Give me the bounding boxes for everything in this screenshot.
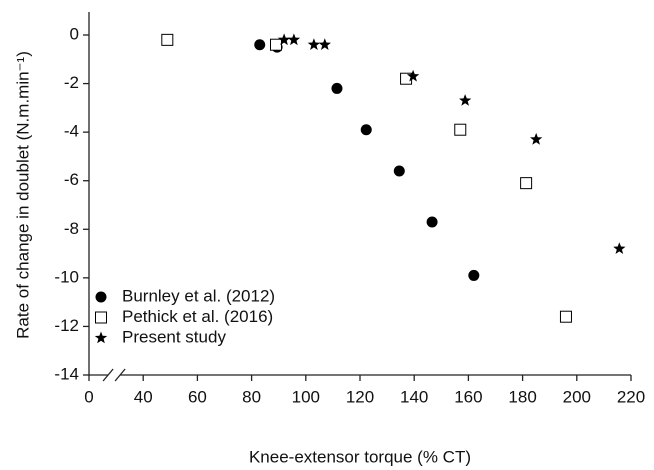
legend-marker xyxy=(95,311,107,324)
point xyxy=(161,33,174,46)
y-tick-label: -12 xyxy=(54,316,79,335)
x-axis-label: Knee-extensor torque (% CT) xyxy=(249,447,471,466)
y-tick-label: -8 xyxy=(64,219,79,238)
point xyxy=(468,269,480,281)
y-tick-label: -14 xyxy=(54,364,79,383)
point xyxy=(277,33,291,46)
y-tick-label: -4 xyxy=(64,122,79,141)
point xyxy=(559,310,572,323)
point xyxy=(331,82,343,94)
x-tick-label: 220 xyxy=(617,387,645,406)
x-tick-label: 200 xyxy=(563,387,591,406)
point xyxy=(254,39,266,51)
point xyxy=(520,177,533,190)
point xyxy=(360,124,372,136)
x-tick-label: 120 xyxy=(346,387,374,406)
x-tick-label: 140 xyxy=(400,387,428,406)
point xyxy=(454,123,467,136)
y-tick-label: 0 xyxy=(70,24,79,43)
legend-marker xyxy=(95,291,107,303)
y-tick-label: -2 xyxy=(64,73,79,92)
y-tick-label: -10 xyxy=(54,267,79,286)
axis-break xyxy=(114,368,126,382)
point xyxy=(287,33,301,46)
x-tick-label: 100 xyxy=(292,387,320,406)
x-tick-label: 60 xyxy=(188,387,207,406)
point xyxy=(406,69,420,82)
legend-label: Burnley et al. (2012) xyxy=(122,286,275,305)
legend-label: Pethick et al. (2016) xyxy=(122,307,273,326)
legend-marker xyxy=(94,331,108,344)
x-tick-label: 160 xyxy=(454,387,482,406)
legend-label: Present study xyxy=(122,327,226,346)
y-tick-label: -6 xyxy=(64,170,79,189)
point xyxy=(269,38,282,51)
x-tick-label: 0 xyxy=(84,387,93,406)
x-tick-label: 180 xyxy=(508,387,536,406)
point xyxy=(393,165,405,177)
x-tick-label: 80 xyxy=(242,387,261,406)
y-axis-label: Rate of change in doublet (N.m.min⁻¹) xyxy=(13,51,32,339)
axis-break xyxy=(102,368,114,382)
point xyxy=(530,132,543,145)
x-tick-label: 40 xyxy=(134,387,153,406)
point xyxy=(426,216,438,228)
point xyxy=(307,38,321,50)
point xyxy=(459,94,472,106)
point xyxy=(318,38,331,50)
point xyxy=(613,242,626,254)
